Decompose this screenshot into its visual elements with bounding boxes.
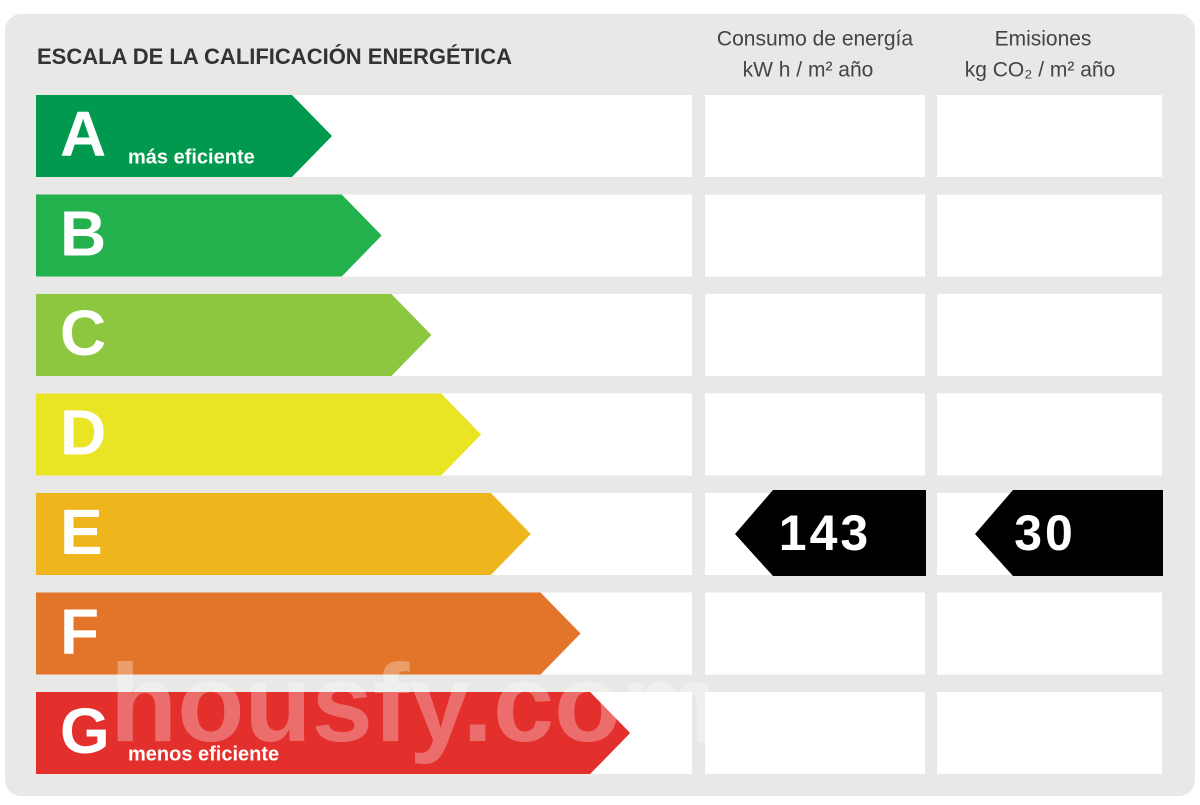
value-cell xyxy=(705,592,925,675)
column-unit: kg CO₂ / m² año xyxy=(965,59,1116,82)
rating-arrow xyxy=(36,194,382,277)
value-arrow xyxy=(735,490,926,576)
value-cell xyxy=(705,294,925,376)
value-cell xyxy=(705,692,925,774)
rating-arrow xyxy=(36,493,531,575)
value-cell xyxy=(937,692,1162,774)
value-cell xyxy=(937,294,1162,376)
rating-letter: D xyxy=(60,396,106,468)
value-cell xyxy=(937,393,1162,476)
rating-letter: A xyxy=(60,98,106,170)
rating-arrow xyxy=(36,294,432,376)
rating-arrow xyxy=(36,393,482,476)
value: 143 xyxy=(779,505,871,561)
column-title: Consumo de energía xyxy=(717,28,913,51)
value-cell xyxy=(705,194,925,277)
rating-label: menos eficiente xyxy=(128,743,279,765)
value-cell xyxy=(705,393,925,476)
rating-label: más eficiente xyxy=(128,146,255,168)
value-cell xyxy=(705,95,925,177)
value-cell xyxy=(937,592,1162,675)
value-cell xyxy=(937,95,1162,177)
rating-letter: C xyxy=(60,297,106,369)
rating-arrow xyxy=(36,95,332,177)
value: 30 xyxy=(1014,505,1076,561)
rating-letter: F xyxy=(60,595,99,667)
rating-arrow xyxy=(36,592,581,675)
title: ESCALA DE LA CALIFICACIÓN ENERGÉTICA xyxy=(37,44,512,69)
rating-letter: B xyxy=(60,197,106,269)
rating-letter: G xyxy=(60,695,110,767)
rating-letter: E xyxy=(60,496,103,568)
rating-arrow xyxy=(36,692,631,774)
value-cell xyxy=(937,194,1162,277)
watermark: housfy.com xyxy=(110,642,719,765)
column-title: Emisiones xyxy=(995,28,1092,51)
value-arrow xyxy=(975,490,1163,576)
column-unit: kW h / m² año xyxy=(743,59,874,82)
